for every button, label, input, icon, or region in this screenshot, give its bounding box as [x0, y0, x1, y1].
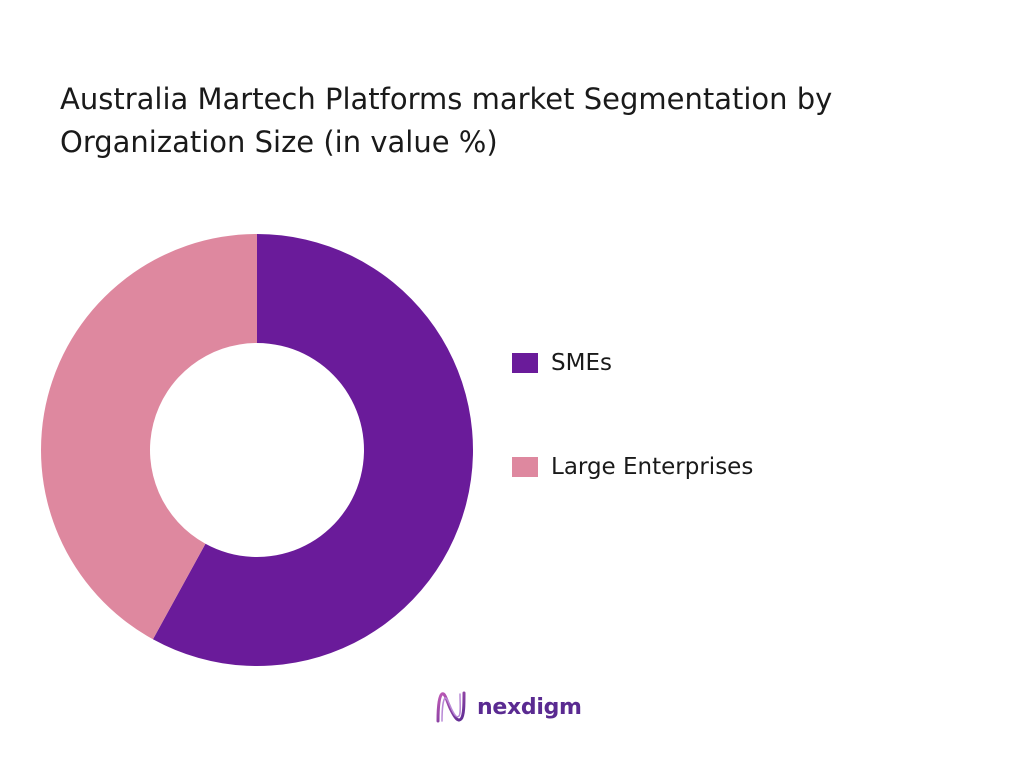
legend-swatch-smes	[512, 353, 538, 373]
legend-label-large-enterprises: Large Enterprises	[551, 454, 754, 480]
legend-label-smes: SMEs	[551, 350, 612, 376]
legend-swatch-large-enterprises	[512, 457, 538, 477]
chart-title: Australia Martech Platforms market Segme…	[60, 82, 833, 159]
nexdigm-logo-icon	[436, 691, 466, 723]
donut-slice-smes	[152, 234, 473, 667]
donut-slice-large-enterprises	[40, 234, 257, 640]
legend-item-smes: SMEs	[512, 350, 612, 376]
legend-item-large-enterprises: Large Enterprises	[512, 454, 753, 480]
brand-name: nexdigm	[477, 694, 582, 720]
brand-logo: nexdigm	[433, 688, 582, 726]
